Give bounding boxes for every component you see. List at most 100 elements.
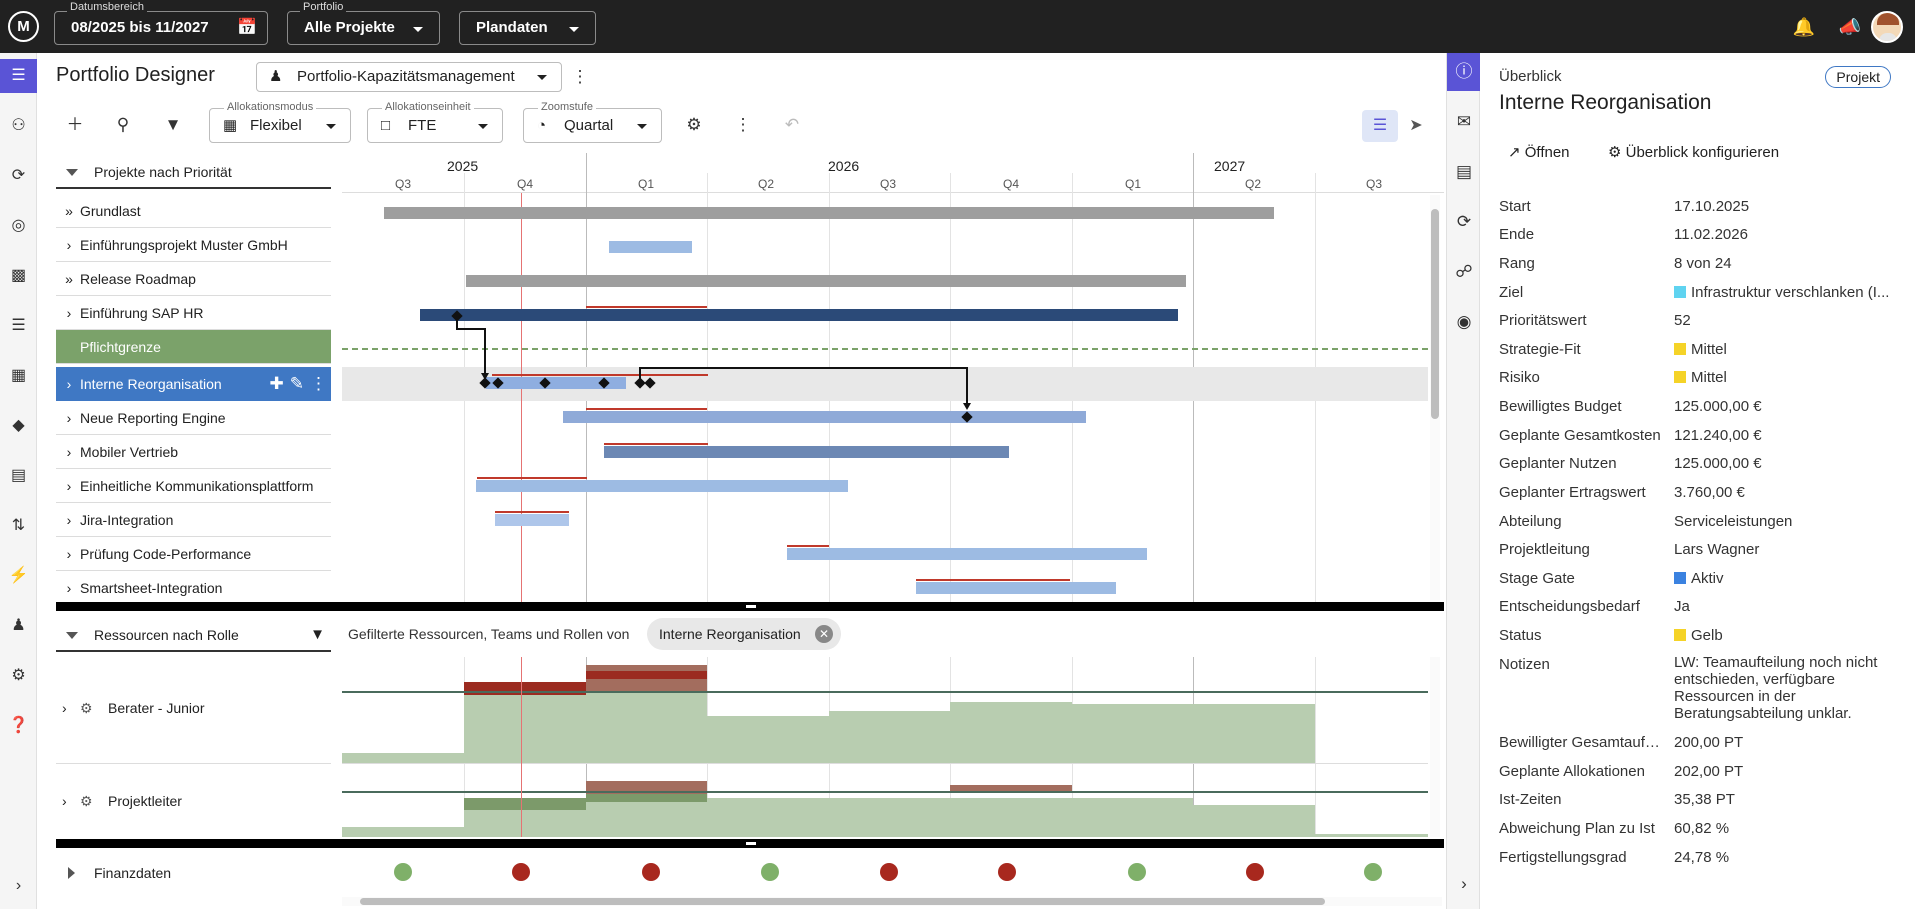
configure-overview-button[interactable]: ⚙ Überblick konfigurieren [1608, 143, 1779, 161]
resource-row[interactable]: › ⚙ Projektleiter [56, 793, 331, 809]
project-bar[interactable] [476, 480, 848, 492]
list-icon[interactable]: ☰ [11, 317, 26, 334]
quarter-label: Q3 [880, 177, 897, 191]
project-row[interactable]: › Einheitliche Kommunikationsplattform [56, 469, 331, 503]
bell-icon[interactable]: 🔔 [1792, 17, 1816, 37]
role-icon: ⚙ [80, 700, 93, 716]
settings-icon[interactable]: ⚙ [686, 115, 702, 134]
field-value-goal: Infrastruktur verschlanken (I... [1674, 284, 1899, 301]
field-label: Prioritätswert [1499, 312, 1587, 329]
project-row[interactable]: › Mobiler Vertrieb [56, 435, 331, 469]
project-row[interactable]: › Smartsheet-Integration [56, 571, 331, 605]
scrollbar-thumb[interactable] [360, 898, 1325, 905]
comment-icon[interactable]: ▤ [1455, 162, 1473, 181]
project-bar[interactable] [495, 514, 569, 526]
finance-group-header[interactable]: Finanzdaten [56, 856, 331, 890]
panel-divider[interactable] [56, 839, 1444, 848]
open-button[interactable]: ↗ Öffnen [1508, 143, 1570, 161]
chevron-right-icon[interactable]: › [1461, 874, 1467, 893]
resource-scrollbar[interactable] [1430, 657, 1440, 837]
collapse-icon [66, 632, 78, 639]
palette-icon[interactable]: ◉ [1456, 312, 1472, 331]
project-row-grundlast[interactable]: » Grundlast [56, 194, 331, 228]
project-bar[interactable] [563, 411, 1086, 423]
rocket-icon[interactable]: ➤ [1409, 117, 1423, 134]
project-bar[interactable] [604, 446, 1009, 458]
project-row[interactable]: › Neue Reporting Engine [56, 401, 331, 435]
direction-icon[interactable]: ◆ [12, 417, 25, 434]
edit-icon[interactable]: ✎ [289, 374, 304, 393]
scrollbar-thumb[interactable] [1431, 209, 1439, 419]
target-icon[interactable]: ◎ [11, 217, 26, 234]
project-scrollbar[interactable] [1430, 195, 1440, 600]
document-icon[interactable]: ▤ [10, 467, 27, 484]
role-icon: ⚙ [80, 793, 93, 809]
more-vert-icon[interactable]: ⋮ [310, 374, 327, 393]
project-row[interactable]: › Einführungsprojekt Muster GmbH [56, 228, 331, 262]
gantt-view-icon[interactable]: ☰ [1362, 110, 1398, 142]
avatar[interactable] [1871, 11, 1903, 43]
link-icon[interactable]: ☍ [1455, 262, 1473, 281]
resource-row[interactable]: › ⚙ Berater - Junior [56, 700, 331, 716]
resources-group-header[interactable]: Ressourcen nach Rolle ▼ [56, 618, 331, 652]
project-row[interactable]: › Jira-Integration [56, 503, 331, 537]
plug-icon[interactable]: ⚡ [8, 567, 29, 584]
quarter-label: Q1 [1125, 177, 1142, 191]
people-icon[interactable]: ♟ [11, 617, 26, 634]
data-select[interactable]: Plandaten [459, 11, 596, 45]
gear-icon: ⚙ [1608, 144, 1622, 161]
add-icon[interactable]: ✚ [269, 374, 284, 393]
projects-group-header[interactable]: Projekte nach Priorität [56, 155, 331, 189]
more-vert-icon[interactable]: ⋮ [571, 67, 589, 86]
project-bar-selected[interactable] [486, 377, 626, 389]
project-bar[interactable] [916, 582, 1116, 594]
gear-icon[interactable]: ⚙ [11, 667, 26, 684]
search-icon[interactable]: ⚲ [116, 115, 130, 134]
board-icon[interactable]: ▦ [10, 367, 27, 384]
filter-chip[interactable]: Interne Reorganisation ✕ [647, 618, 841, 650]
alloc-unit-select[interactable]: Allokationseinheit □ FTE [367, 100, 503, 143]
zoom-select[interactable]: Zoomstufe ◔ Quartal [523, 100, 662, 143]
field-value: 60,82 % [1674, 820, 1730, 837]
project-row[interactable]: › Einführung SAP HR [56, 296, 331, 330]
close-icon[interactable]: ✕ [815, 625, 833, 643]
date-range-select[interactable]: Datumsbereich 08/2025 bis 11/2027 📅 [54, 0, 268, 45]
filter-icon[interactable]: ▼ [164, 115, 182, 134]
project-row-selected[interactable]: › Interne Reorganisation ✚ ✎ ⋮ [56, 367, 331, 401]
field-label: Status [1499, 627, 1542, 644]
project-bar[interactable] [384, 207, 1274, 219]
add-icon[interactable]: ＋ [66, 115, 84, 134]
more-vert-icon[interactable]: ⋮ [734, 115, 752, 134]
cycle-icon[interactable]: ⟳ [11, 167, 26, 184]
alloc-unit-value: FTE [408, 117, 437, 134]
sort-icon[interactable]: ⇅ [11, 517, 26, 534]
app-logo[interactable]: M [8, 11, 39, 42]
resources-icon[interactable]: ⚇ [11, 117, 26, 134]
project-row[interactable]: › Prüfung Code-Performance [56, 537, 331, 571]
alloc-mode-select[interactable]: Allokationsmodus ▦ Flexibel [209, 100, 351, 143]
field-label: Geplante Allokationen [1499, 763, 1645, 780]
info-icon[interactable]: ⓘ [1447, 53, 1481, 91]
megaphone-icon[interactable]: 📣 [1838, 17, 1862, 37]
project-row[interactable]: » Release Roadmap [56, 262, 331, 296]
horizontal-scrollbar[interactable] [342, 897, 1442, 906]
portfolio-select[interactable]: Portfolio Alle Projekte [287, 0, 440, 45]
clipboard-icon[interactable]: ▩ [10, 267, 27, 284]
undo-icon[interactable]: ↶ [784, 115, 800, 134]
history-icon[interactable]: ⟳ [1456, 212, 1472, 231]
overload-marker [586, 306, 707, 308]
project-bar[interactable] [609, 241, 692, 253]
project-bar[interactable] [420, 309, 1178, 321]
drag-handle-icon[interactable]: ⋮ [342, 371, 346, 382]
capacity-bar [342, 753, 464, 764]
panel-divider[interactable] [56, 602, 1444, 611]
project-bar[interactable] [466, 275, 1186, 287]
portfolio-designer-icon[interactable]: ☰ [0, 59, 37, 93]
project-bar[interactable] [787, 548, 1147, 560]
filter-icon[interactable]: ▼ [310, 626, 325, 643]
chat-icon[interactable]: ✉ [1456, 112, 1472, 131]
help-icon[interactable]: ❓ [8, 717, 29, 734]
field-value: 200,00 PT [1674, 734, 1744, 751]
chevron-right-icon[interactable]: › [15, 877, 22, 894]
view-select[interactable]: ♟ Portfolio-Kapazitätsmanagement [256, 62, 562, 92]
